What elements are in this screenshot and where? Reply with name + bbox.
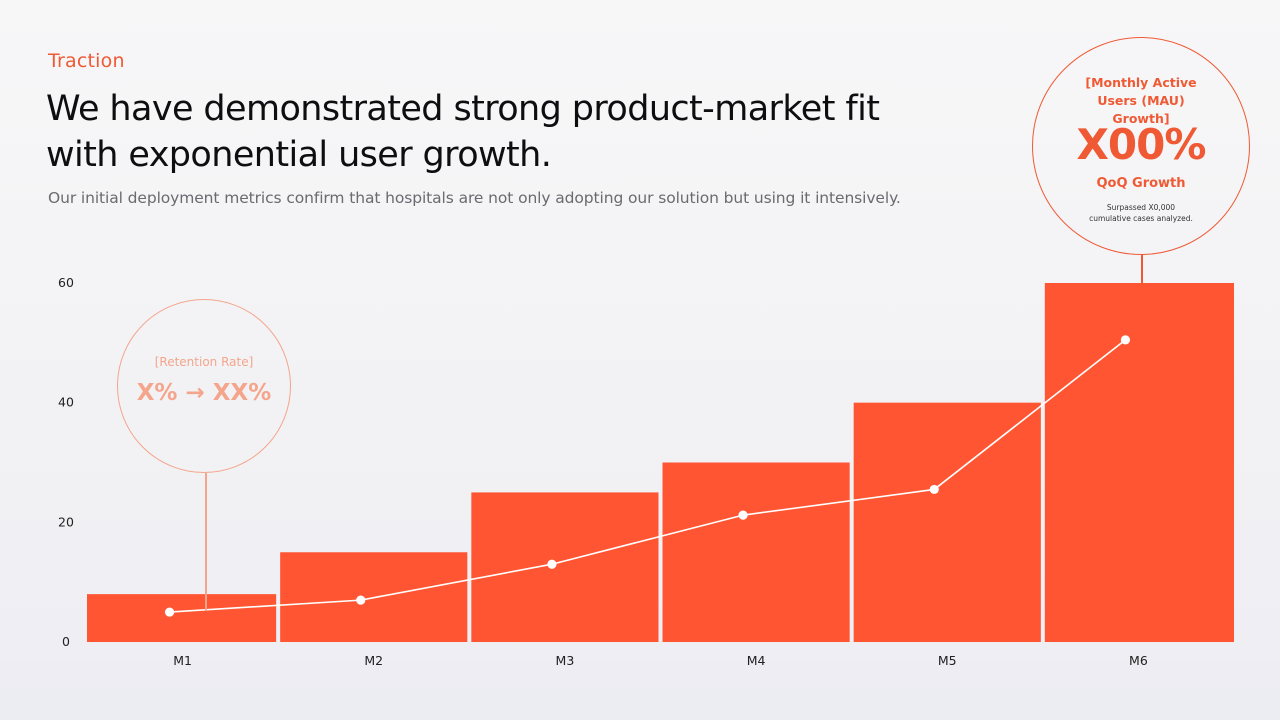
trend-point-m3 [547, 559, 557, 569]
bar-m6 [1044, 283, 1234, 642]
x-tick-label: M4 [747, 653, 766, 668]
page-title: We have demonstrated strong product-mark… [46, 89, 880, 175]
trend-point-m2 [356, 595, 366, 605]
bar-m4 [662, 462, 850, 642]
y-tick-label: 40 [58, 395, 74, 410]
y-axis: 0 20 40 60 [58, 275, 74, 649]
retention-callout: [Retention Rate] X% → XX% [117, 299, 291, 473]
page-subtitle: Our initial deployment metrics confirm t… [48, 189, 901, 207]
y-tick-label: 0 [62, 634, 70, 649]
mau-value: X00% [1076, 120, 1207, 169]
y-tick-label: 60 [58, 275, 74, 290]
trend-line [169, 339, 1126, 613]
trend-point-m1 [164, 607, 175, 617]
mau-callout: [Monthly Active Users (MAU) Growth] X00%… [1032, 37, 1250, 255]
trend-point-m5 [929, 484, 939, 495]
x-tick-label: M3 [556, 653, 575, 668]
x-tick-label: M1 [173, 653, 192, 668]
retention-connector [205, 473, 207, 611]
x-tick-label: M2 [364, 653, 383, 668]
x-tick-label: M5 [938, 653, 957, 668]
retention-value: X% → XX% [136, 380, 272, 406]
bar-m5 [853, 402, 1041, 642]
mau-connector [1141, 255, 1143, 284]
x-tick-label: M6 [1129, 653, 1148, 668]
section-eyebrow: Traction [48, 50, 125, 72]
x-axis: M1 M2 M3 M4 M5 M6 [173, 653, 1148, 668]
mau-label: [Monthly Active Users (MAU) Growth] [1085, 75, 1197, 126]
mau-note: Surpassed X0,000 cumulative cases analyz… [1089, 203, 1193, 223]
mau-sublabel: QoQ Growth [1096, 176, 1186, 191]
y-tick-label: 20 [58, 514, 74, 529]
bar-m3 [471, 492, 659, 642]
bar-m1 [87, 594, 277, 642]
trend-point-m4 [738, 510, 748, 520]
retention-label: [Retention Rate] [154, 355, 254, 369]
trend-point-m6 [1120, 335, 1131, 345]
trend-points [164, 335, 1131, 617]
bar-series [87, 283, 1234, 642]
